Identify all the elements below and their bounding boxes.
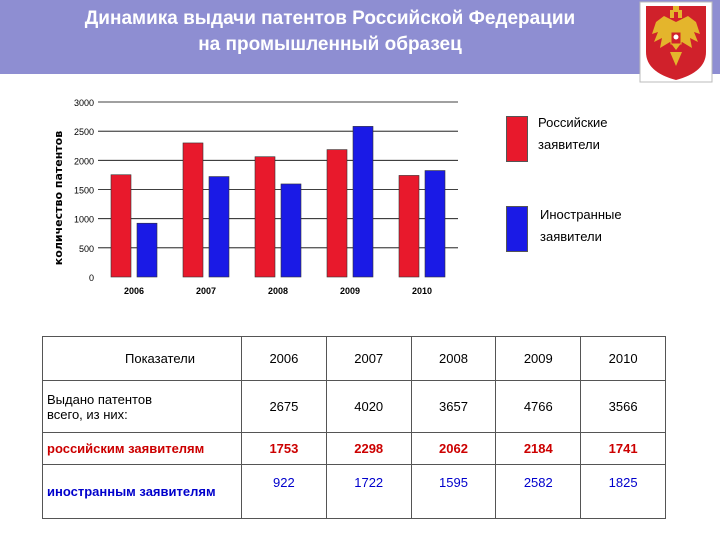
header-banner: Динамика выдачи патентов Российской Феде… (0, 0, 720, 74)
x-tick-label: 2006 (124, 286, 144, 296)
x-tick-label: 2008 (268, 286, 288, 296)
bar-foreign (280, 183, 302, 278)
y-tick-label: 1000 (74, 215, 94, 225)
bar-foreign (352, 126, 374, 278)
x-tick-label: 2010 (412, 286, 432, 296)
bar-russian (110, 174, 132, 278)
table-header-year: 2009 (495, 336, 582, 381)
legend-swatch-russian (506, 116, 528, 162)
bars (110, 126, 446, 278)
table-header-row: Показатели 2006 2007 2008 2009 2010 (42, 336, 666, 381)
legend-russian: Российские заявители (506, 112, 656, 162)
table-cell: 1753 (241, 432, 327, 465)
table-row-foreign: иностранным заявителям 922 1722 1595 258… (42, 464, 666, 519)
bar-foreign (208, 176, 230, 278)
table-cell: 2062 (410, 432, 497, 465)
table-cell: 2675 (241, 380, 327, 433)
table-cell: 2184 (495, 432, 582, 465)
bar-russian (254, 156, 276, 278)
table-cell: 2582 (495, 464, 582, 519)
x-tick-labels: 2006 2007 2008 2009 2010 (124, 286, 432, 296)
title-line-1: Динамика выдачи патентов Российской Феде… (84, 8, 576, 29)
table-header-year: 2007 (325, 336, 412, 381)
table-cell: 1825 (580, 464, 666, 519)
table-cell: 922 (241, 464, 327, 519)
table-cell: 3657 (410, 380, 497, 433)
y-tick-label: 3000 (74, 98, 94, 108)
russian-coat-of-arms-emblem (639, 1, 713, 83)
table-header-label: Показатели (42, 336, 242, 381)
table-row-russian: российским заявителям 1753 2298 2062 218… (42, 432, 666, 465)
y-tick-label: 2000 (74, 156, 94, 166)
bar-russian (182, 142, 204, 278)
bar-russian (326, 149, 348, 278)
y-tick-label: 1500 (74, 186, 94, 196)
page-title: Динамика выдачи патентов Российской Феде… (30, 6, 630, 58)
table-row-total: Выдано патентов всего, из них: 2675 4020… (42, 380, 666, 433)
table-cell: 1595 (410, 464, 497, 519)
bar-foreign (424, 170, 446, 278)
title-line-2: на промышленный образец (198, 34, 462, 55)
bar-foreign (136, 222, 158, 278)
legend-foreign: Иностранные заявители (506, 204, 666, 254)
y-tick-label: 500 (79, 244, 94, 254)
y-tick-label: 2500 (74, 127, 94, 137)
x-tick-label: 2007 (196, 286, 216, 296)
table-cell: 4766 (495, 380, 582, 433)
table-cell: 1722 (325, 464, 412, 519)
table-row-label: Выдано патентов всего, из них: (42, 380, 242, 433)
patent-bar-chart: количество патентов 0 500 1000 1500 2000 2500… (52, 98, 458, 296)
legend-label-foreign: Иностранные заявители (540, 207, 622, 244)
table-cell: 4020 (325, 380, 412, 433)
table-cell: 2298 (325, 432, 412, 465)
legend-swatch-foreign (506, 206, 528, 252)
y-tick-label: 0 (89, 273, 94, 283)
table-header-year: 2008 (410, 336, 497, 381)
y-axis-label: количество патентов (52, 131, 65, 265)
x-tick-label: 2009 (340, 286, 360, 296)
table-row-label: российским заявителям (42, 432, 242, 465)
legend-label-russian: Российские заявители (538, 115, 608, 152)
table-header-year: 2006 (241, 336, 327, 381)
y-tick-labels: 0 500 1000 1500 2000 2500 3000 (74, 98, 94, 283)
patent-data-table: Показатели 2006 2007 2008 2009 2010 Выда… (42, 336, 666, 519)
grid-lines (98, 101, 458, 249)
table-header-year: 2010 (580, 336, 666, 381)
table-cell: 1741 (580, 432, 666, 465)
bar-russian (398, 175, 420, 278)
table-row-label: иностранным заявителям (42, 464, 242, 519)
table-cell: 3566 (580, 380, 666, 433)
